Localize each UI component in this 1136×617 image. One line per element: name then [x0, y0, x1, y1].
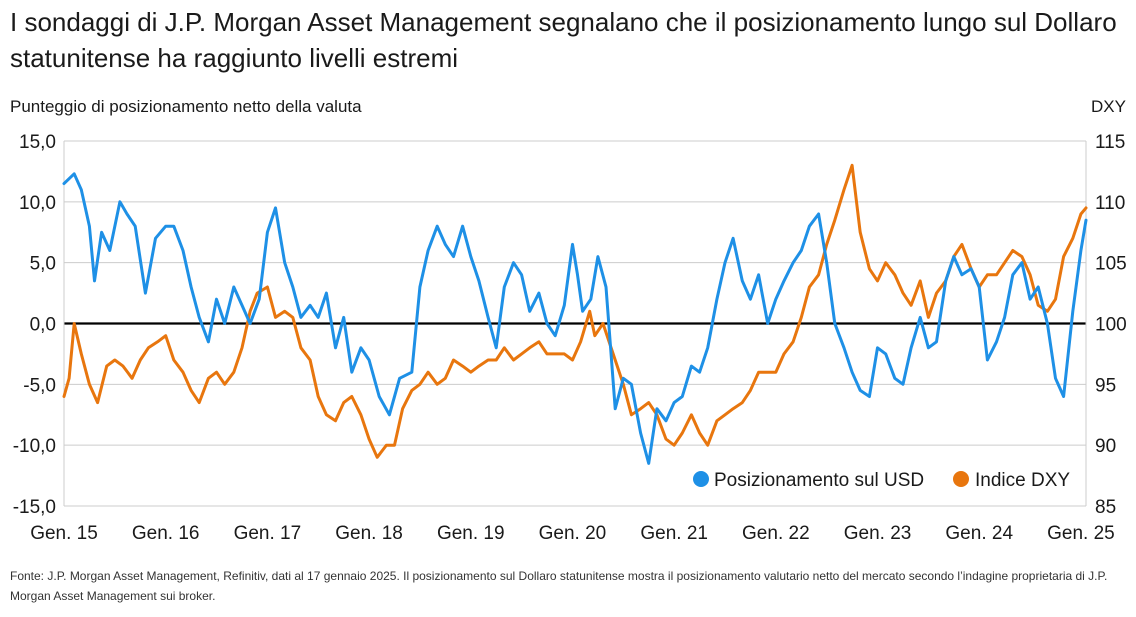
y-right-tick-label: 95 — [1095, 375, 1116, 396]
legend-label: Posizionamento sul USD — [714, 470, 924, 491]
x-tick-label: Gen. 22 — [742, 523, 810, 544]
y-left-tick-label: 15,0 — [19, 132, 56, 153]
y-right-tick-label: 110 — [1095, 193, 1125, 214]
chart-title: I sondaggi di J.P. Morgan Asset Manageme… — [10, 7, 1117, 73]
y-left-tick-label: -10,0 — [13, 436, 56, 457]
chart-area: Punteggio di posizionamento netto della … — [10, 97, 1127, 544]
gridlines — [63, 140, 1087, 507]
source-note: Fonte: J.P. Morgan Asset Management, Ref… — [10, 569, 1108, 603]
y-right-tick-label: 105 — [1095, 254, 1127, 275]
y-axis-left-label: Punteggio di posizionamento netto della … — [10, 97, 362, 116]
y-left-tick-label: 5,0 — [30, 254, 56, 275]
legend: Posizionamento sul USD Indice DXY — [693, 470, 1070, 491]
legend-swatch — [953, 471, 969, 487]
x-tick-label: Gen. 18 — [335, 523, 403, 544]
x-tick-label: Gen. 17 — [234, 523, 302, 544]
series-usd-positioning-line — [62, 172, 1088, 465]
y-right-tick-label: 115 — [1095, 132, 1125, 153]
x-tick-label: Gen. 15 — [30, 523, 98, 544]
series-layer — [62, 163, 1088, 465]
y-left-tick-label: -15,0 — [13, 497, 56, 518]
y-right-tick-label: 85 — [1095, 497, 1116, 518]
y-axis-right-label: DXY — [1091, 97, 1126, 116]
legend-label: Indice DXY — [975, 470, 1070, 491]
x-tick-label: Gen. 20 — [539, 523, 607, 544]
x-tick-label: Gen. 24 — [945, 523, 1013, 544]
x-tick-label: Gen. 21 — [640, 523, 708, 544]
y-left-tick-label: 10,0 — [19, 193, 56, 214]
y-left-tick-label: -5,0 — [23, 375, 56, 396]
y-left-tick-label: 0,0 — [30, 315, 56, 336]
legend-swatch — [693, 471, 709, 487]
tick-labels: 15,0 115 10,0 110 5,0 105 0,0 100 -5,0 95 -10,0 90 -… — [13, 132, 1127, 544]
x-tick-label: Gen. 16 — [132, 523, 200, 544]
y-right-tick-label: 100 — [1095, 315, 1127, 336]
x-tick-label: Gen. 23 — [844, 523, 912, 544]
x-tick-label: Gen. 19 — [437, 523, 505, 544]
series-dxy-index-line — [62, 163, 1088, 459]
x-tick-label: Gen. 25 — [1047, 523, 1115, 544]
y-right-tick-label: 90 — [1095, 436, 1116, 457]
